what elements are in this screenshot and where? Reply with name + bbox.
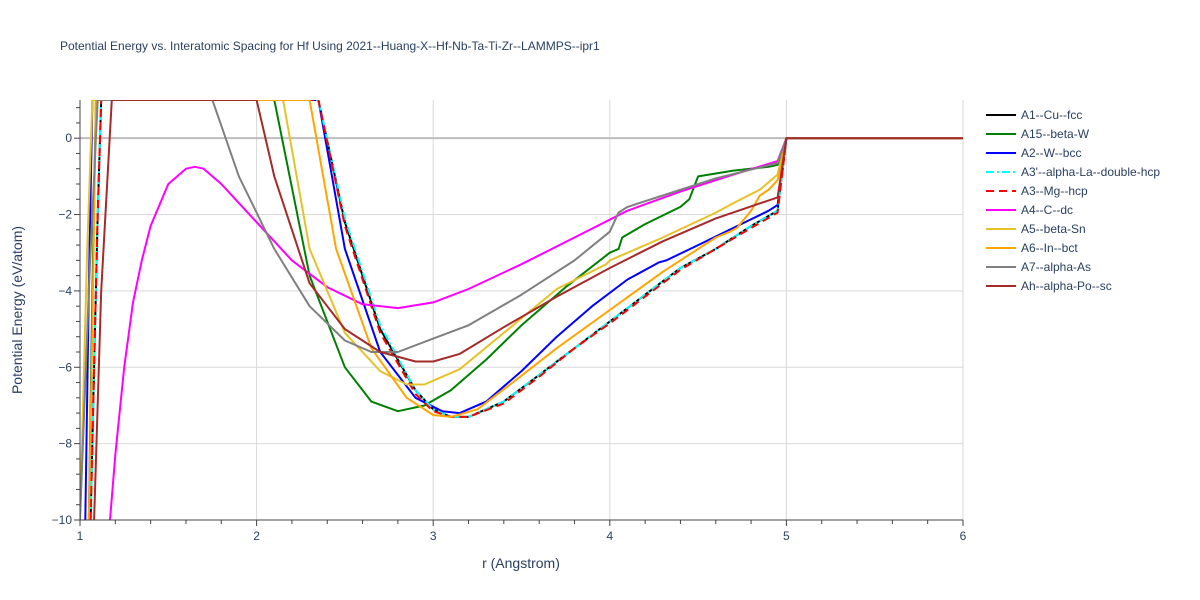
y-tick-label: −8	[58, 437, 72, 451]
legend-item[interactable]: A5--beta-Sn	[986, 222, 1086, 236]
legend-item[interactable]: A15--beta-W	[986, 127, 1090, 141]
y-tick-label: −2	[58, 208, 72, 222]
series-line-1	[87, 100, 963, 520]
chart-title: Potential Energy vs. Interatomic Spacing…	[60, 39, 600, 53]
legend-label: A3'--alpha-La--double-hcp	[1021, 165, 1160, 179]
legend-label: Ah--alpha-Po--sc	[1021, 279, 1112, 293]
legend[interactable]: A1--Cu--fcc A15--beta-W A2--W--bcc A3'--alp…	[986, 108, 1160, 293]
y-tick-label: −4	[58, 284, 72, 298]
legend-label: A3--Mg--hcp	[1021, 184, 1088, 198]
x-tick-label: 5	[783, 529, 790, 543]
series-line-8	[80, 100, 963, 520]
legend-item[interactable]: Ah--alpha-Po--sc	[986, 279, 1112, 293]
series-line-6	[80, 100, 963, 520]
legend-label: A5--beta-Sn	[1021, 222, 1086, 236]
x-tick-label: 1	[77, 529, 84, 543]
x-tick-label: 3	[430, 529, 437, 543]
series-line-4	[89, 100, 963, 520]
y-axis-title: Potential Energy (eV/atom)	[9, 226, 25, 394]
x-tick-label: 6	[960, 529, 967, 543]
legend-label: A2--W--bcc	[1021, 146, 1081, 160]
x-tick-label: 2	[253, 529, 260, 543]
x-axis-title: r (Angstrom)	[482, 555, 560, 571]
legend-label: A15--beta-W	[1021, 127, 1090, 141]
axes	[74, 100, 964, 526]
series-layer	[80, 100, 963, 520]
legend-item[interactable]: A1--Cu--fcc	[986, 108, 1082, 122]
legend-item[interactable]: A3--Mg--hcp	[986, 184, 1088, 198]
legend-item[interactable]: A4--C--dc	[986, 203, 1073, 217]
legend-label: A1--Cu--fcc	[1021, 108, 1082, 122]
series-line-7	[87, 100, 963, 520]
legend-item[interactable]: A7--alpha-As	[986, 260, 1091, 274]
legend-label: A6--In--bct	[1021, 241, 1078, 255]
legend-item[interactable]: A6--In--bct	[986, 241, 1078, 255]
x-tick-label: 4	[606, 529, 613, 543]
series-line-9	[93, 100, 963, 520]
y-tick-label: −10	[52, 513, 73, 527]
y-tick-label: −6	[58, 360, 72, 374]
y-tick-label: 0	[65, 131, 72, 145]
legend-label: A4--C--dc	[1021, 203, 1073, 217]
tick-labels: 1 2 3 4 5 6 −10 −8 −6 −4 −2 0	[52, 131, 967, 543]
series-line-2	[84, 100, 963, 520]
legend-item[interactable]: A3'--alpha-La--double-hcp	[986, 165, 1160, 179]
series-line-5	[109, 137, 963, 520]
legend-label: A7--alpha-As	[1021, 260, 1091, 274]
legend-item[interactable]: A2--W--bcc	[986, 146, 1081, 160]
